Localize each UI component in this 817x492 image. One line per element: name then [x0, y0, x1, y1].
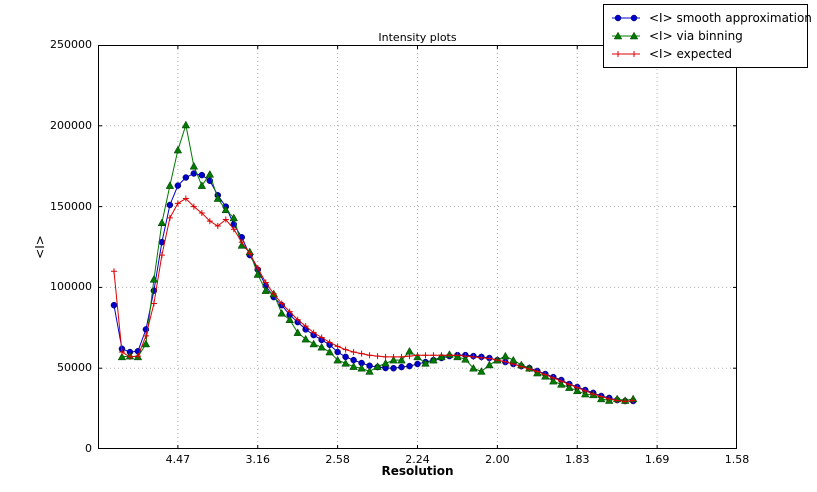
legend-label: <I> expected — [649, 47, 733, 61]
x-axis-label: Resolution — [381, 464, 454, 478]
x-tick-label: 1.69 — [644, 453, 670, 466]
legend-item-smooth-approximation: <I> smooth approximation — [610, 9, 812, 27]
y-tick-label: 250000 — [50, 38, 92, 51]
legend-item-expected: <I> expected — [610, 45, 801, 63]
x-tick-label: 1.83 — [565, 453, 590, 466]
legend: <I> smooth approximation <I> via binning… — [603, 4, 812, 68]
legend-marker-circle-icon — [612, 14, 640, 22]
legend-marker-plus-icon — [612, 51, 640, 57]
y-tick-label: 150000 — [50, 199, 92, 213]
x-tick-label: 1.58 — [724, 453, 750, 466]
y-tick-label: 200000 — [50, 118, 92, 132]
x-tick-label: 3.16 — [245, 453, 271, 466]
y-tick-label: 0 — [85, 442, 92, 455]
legend-item-via-binning: <I> via binning — [610, 27, 801, 45]
x-tick-label: 2.00 — [485, 453, 510, 466]
x-tick-label: 2.58 — [325, 453, 350, 466]
x-tick-label: 2.24 — [405, 453, 430, 466]
y-tick-label: 100000 — [50, 280, 92, 294]
legend-label: <I> via binning — [649, 29, 743, 43]
legend-label: <I> smooth approximation — [649, 11, 812, 25]
chart-title: Intensity plots — [378, 31, 457, 44]
y-axis-label: <I> — [32, 235, 47, 259]
legend-marker-triangle-icon — [612, 31, 640, 40]
plot-area — [98, 45, 737, 449]
x-tick-label: 4.47 — [165, 453, 191, 466]
y-tick-label: 50000 — [57, 361, 92, 375]
